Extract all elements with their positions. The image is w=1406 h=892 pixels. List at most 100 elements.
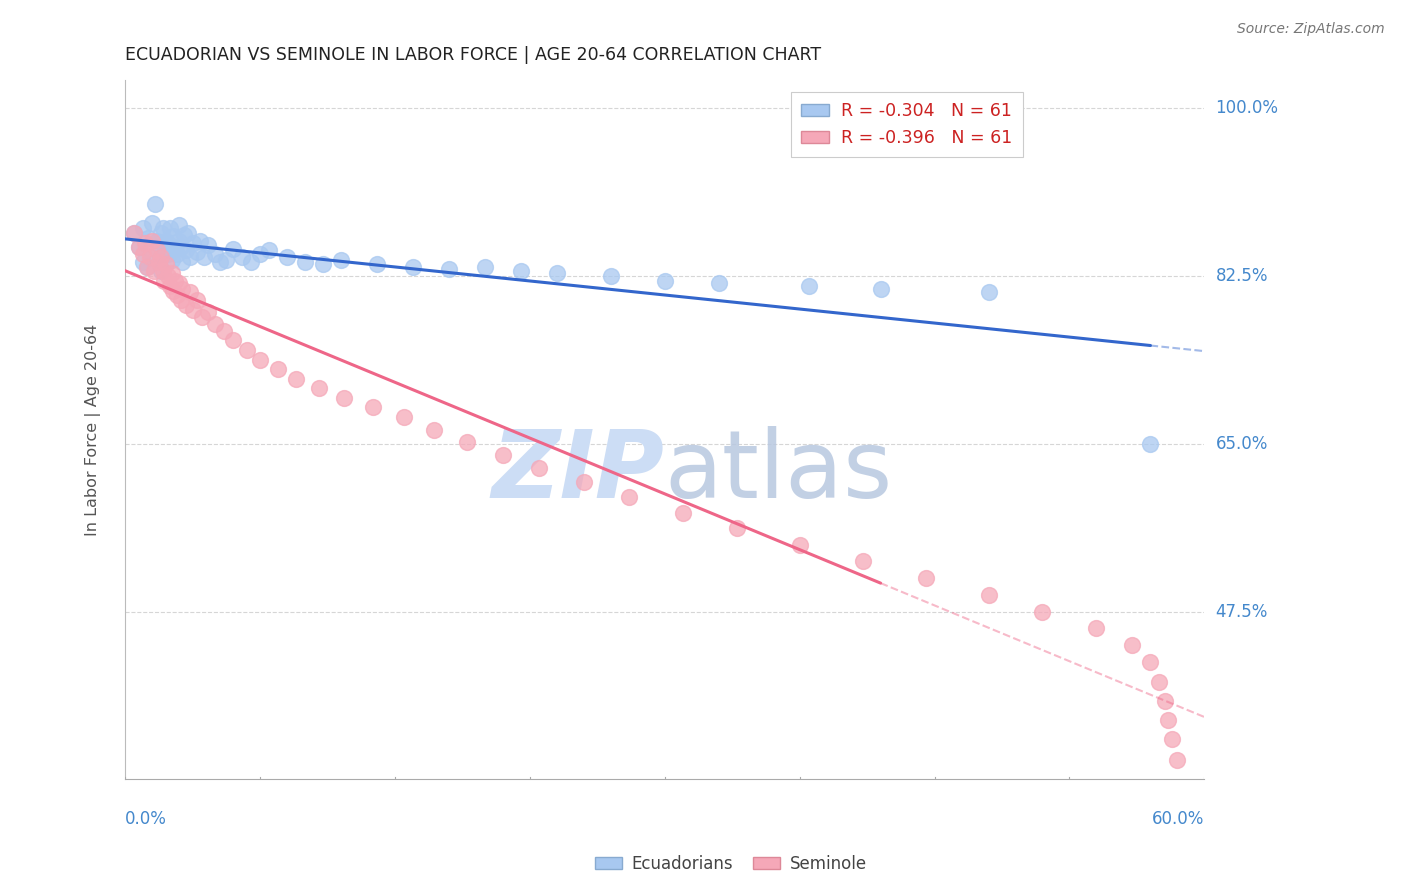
Point	[159, 237, 181, 252]
Point	[1121, 638, 1143, 652]
Point	[172, 282, 194, 296]
Point	[197, 304, 219, 318]
Point	[152, 264, 174, 278]
Point	[132, 247, 155, 261]
Legend: Ecuadorians, Seminole: Ecuadorians, Seminole	[589, 848, 873, 880]
Point	[170, 293, 193, 307]
Point	[193, 250, 215, 264]
Point	[166, 247, 188, 261]
Point	[1139, 437, 1161, 451]
Point	[546, 266, 568, 280]
Point	[173, 227, 195, 242]
Point	[146, 244, 169, 258]
Point	[162, 228, 184, 243]
Point	[276, 250, 298, 264]
Point	[191, 310, 214, 325]
Text: 47.5%: 47.5%	[1216, 603, 1268, 621]
Point	[312, 257, 335, 271]
Text: Source: ZipAtlas.com: Source: ZipAtlas.com	[1237, 22, 1385, 37]
Text: 0.0%: 0.0%	[125, 810, 167, 828]
Legend: R = -0.304   N = 61, R = -0.396   N = 61: R = -0.304 N = 61, R = -0.396 N = 61	[792, 92, 1024, 157]
Point	[402, 260, 425, 274]
Point	[142, 264, 165, 278]
Point	[1157, 713, 1180, 727]
Point	[672, 506, 695, 520]
Point	[239, 254, 262, 268]
Text: 60.0%: 60.0%	[1152, 810, 1205, 828]
Point	[135, 260, 157, 274]
Point	[186, 293, 208, 307]
Point	[128, 240, 150, 254]
Point	[707, 276, 730, 290]
Text: ZIP: ZIP	[492, 425, 665, 517]
Point	[181, 302, 204, 317]
Point	[157, 247, 180, 261]
Point	[236, 343, 259, 357]
Point	[141, 234, 163, 248]
Point	[159, 221, 181, 235]
Point	[136, 231, 159, 245]
Point	[456, 434, 478, 449]
Point	[149, 226, 172, 240]
Point	[190, 234, 212, 248]
Text: 100.0%: 100.0%	[1216, 99, 1278, 118]
Text: 65.0%: 65.0%	[1216, 435, 1268, 453]
Point	[977, 588, 1000, 602]
Point	[222, 243, 245, 257]
Point	[572, 475, 595, 490]
Point	[423, 423, 446, 437]
Point	[148, 254, 170, 268]
Point	[174, 298, 197, 312]
Point	[165, 243, 187, 257]
Point	[249, 247, 271, 261]
Point	[284, 372, 307, 386]
Point	[222, 334, 245, 348]
Point	[179, 285, 201, 300]
Point	[139, 250, 162, 264]
Text: atlas: atlas	[665, 425, 893, 517]
Point	[155, 234, 177, 248]
Point	[257, 244, 280, 258]
Point	[146, 234, 169, 248]
Point	[851, 554, 873, 568]
Point	[789, 537, 811, 551]
Point	[167, 276, 190, 290]
Point	[797, 278, 820, 293]
Point	[128, 240, 150, 254]
Point	[725, 521, 748, 535]
Point	[141, 250, 163, 264]
Point	[170, 240, 193, 254]
Point	[172, 254, 194, 268]
Point	[134, 235, 156, 250]
Point	[209, 254, 232, 268]
Point	[267, 362, 290, 376]
Point	[155, 257, 177, 271]
Point	[617, 490, 640, 504]
Point	[145, 197, 167, 211]
Point	[1149, 674, 1171, 689]
Point	[1153, 694, 1175, 708]
Point	[231, 250, 253, 264]
Point	[329, 252, 352, 267]
Point	[212, 324, 235, 338]
Point	[308, 381, 330, 395]
Point	[366, 257, 388, 271]
Point	[157, 269, 180, 284]
Point	[197, 237, 219, 252]
Point	[167, 219, 190, 233]
Point	[166, 288, 188, 302]
Point	[204, 317, 226, 331]
Point	[149, 250, 172, 264]
Point	[162, 284, 184, 298]
Point	[599, 269, 621, 284]
Point	[186, 245, 208, 260]
Point	[149, 264, 172, 278]
Point	[159, 278, 181, 293]
Point	[977, 285, 1000, 300]
Point	[149, 250, 172, 264]
Point	[333, 391, 356, 405]
Point	[869, 282, 891, 296]
Point	[167, 234, 190, 248]
Point	[527, 461, 550, 475]
Point	[1031, 605, 1053, 619]
